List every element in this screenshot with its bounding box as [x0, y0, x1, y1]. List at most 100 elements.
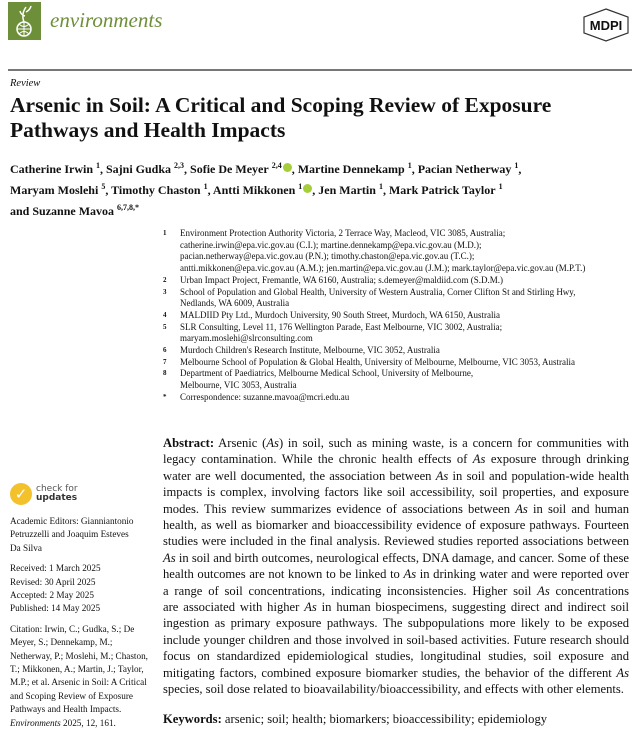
affiliation-text: Melbourne School of Population & Global … [180, 357, 575, 369]
affiliation-line: Melbourne School of Population & Global … [180, 356, 576, 367]
citation-line: and Scoping Review of Exposure [10, 690, 133, 701]
author-name: Pacian Netherway [417, 162, 512, 176]
date-line: Accepted: 2 May 2025 [10, 590, 94, 601]
author-list: Catherine Irwin 1, Sajni Gudka 2,3, Sofi… [10, 161, 522, 218]
affiliation-text: Urban Impact Project, Fremantle, WA 6160… [180, 275, 503, 287]
academic-editors: Academic Editors: Gianniantonio Petruzzel… [10, 515, 160, 555]
affiliation-item: 3 School of Population and Global Health,… [163, 287, 633, 310]
editor-line: Petruzzelli and Joaquim Esteves [10, 529, 129, 540]
header-divider [8, 69, 632, 71]
article-title: Arsenic in Soil: A Critical and Scoping … [10, 93, 630, 143]
plant-globe-icon [16, 5, 32, 37]
author-affiliation-ref: 5 [101, 182, 106, 191]
date-line: Revised: 30 April 2025 [10, 576, 96, 587]
affiliation-line: Murdoch Children's Research Institute, M… [180, 345, 440, 356]
affiliations: 1 Environment Protection Authority Victor… [163, 228, 633, 404]
publisher-logo: MDPI [583, 8, 629, 42]
author-name: Martine Dennekamp [297, 162, 405, 176]
author-affiliation-ref: 1 [378, 182, 383, 191]
keywords-label: Keywords: [163, 712, 222, 726]
abstract-line: Abstract: Arsenic (As) in soil, such as … [163, 436, 629, 450]
author-affiliation-ref: 6,7,8,* [117, 203, 140, 212]
affiliation-text: Correspondence: suzanne.mavoa@mcri.edu.a… [180, 392, 349, 404]
affiliation-line: Nedlands, WA 6009, Australia [180, 298, 290, 309]
title-line: Arsenic in Soil: A Critical and Scoping … [10, 93, 552, 117]
affiliation-text: MALDIID Pty Ltd., Murdoch University, 90… [180, 310, 500, 322]
author-name: Catherine Irwin [10, 162, 93, 176]
author-affiliation-ref: 1 [96, 161, 100, 170]
author-name: Antti Mikkonen [212, 183, 296, 197]
abstract-line: legacy contamination. While the chronic … [163, 452, 629, 467]
citation-line: T.; Mikkonen, A.; Martin, J.; Taylor, [10, 664, 144, 675]
citation-line: Netherway, P.; Moslehi, M.; Chaston, [10, 650, 148, 661]
affiliation-line: Department of Paediatrics, Melbourne Med… [180, 368, 474, 379]
keywords-text: arsenic; soil; health; biomarkers; bioac… [224, 712, 548, 726]
abstract-line: modes. This review summarizes evidence o… [163, 501, 629, 516]
affiliation-item: 5 SLR Consulting, Level 11, 176 Wellingto… [163, 322, 633, 345]
abstract: Abstract: Arsenic (As) in soil, such as … [163, 435, 629, 698]
affiliation-line: MALDIID Pty Ltd., Murdoch University, 90… [180, 309, 500, 320]
author-affiliation-ref: 2,4 [271, 161, 282, 170]
abstract-line: As in soil and birth outcomes, neurologi… [163, 550, 629, 565]
affiliation-line: antti.mikkonen@epa.vic.gov.au (A.M.); je… [180, 263, 586, 274]
affiliation-text: Department of Paediatrics, Melbourne Med… [180, 368, 473, 391]
citation-line: M.P.; et al. Arsenic in Soil: A Critical [10, 677, 147, 688]
abstract-label: Abstract: [163, 436, 215, 450]
author-name: Maryam Moslehi [10, 183, 99, 197]
author-name: Sajni Gudka [106, 162, 172, 176]
affiliation-item: 4 MALDIID Pty Ltd., Murdoch University, 9… [163, 310, 633, 322]
affiliation-item: 6 Murdoch Children's Research Institute, … [163, 345, 633, 357]
editor-line: Academic Editors: Gianniantonio [10, 516, 134, 526]
affiliation-line: SLR Consulting, Level 11, 176 Wellington… [180, 321, 503, 332]
affiliation-number: 1 [163, 229, 167, 237]
affiliation-line: maryam.moslehi@slrconsulting.com [180, 333, 313, 344]
citation-line: Citation: Irwin, C.; Gudka, S.; De [10, 623, 135, 634]
author-affiliation-ref: 1 [298, 182, 303, 191]
affiliation-number: * [163, 392, 167, 401]
affiliation-line: pacian.netherway@epa.vic.gov.au (P.N.); … [180, 251, 475, 262]
title-line: Pathways and Health Impacts [10, 118, 286, 142]
affiliation-text: SLR Consulting, Level 11, 176 Wellington… [180, 322, 502, 345]
affiliation-item: 7 Melbourne School of Population & Global… [163, 357, 633, 369]
abstract-line: species, soil dose related to bioavailab… [163, 682, 624, 697]
affiliation-line: catherine.irwin@epa.vic.gov.au (C.I.); m… [180, 239, 482, 250]
affiliation-number: 7 [163, 357, 167, 366]
abstract-line: focus on standardized epidemiological st… [163, 649, 629, 664]
affiliation-number: 3 [163, 287, 167, 296]
abstract-line: a range of soil concentrations, indicati… [163, 583, 629, 598]
abstract-line: studies were included in the final analy… [163, 534, 629, 549]
abstract-line: impacts is complex, involving factors li… [163, 485, 629, 500]
affiliation-line: School of Population and Global Health, … [180, 286, 576, 297]
check-for-updates-button[interactable]: ✓ check for updates [10, 483, 160, 505]
author-name: Jen Martin [318, 183, 376, 197]
author-affiliation-ref: 1 [407, 161, 412, 170]
check-label: check for [36, 484, 78, 494]
author-name: Sofie De Meyer [190, 162, 269, 176]
orcid-icon[interactable] [303, 184, 313, 193]
abstract-line: health outcomes are not known to be link… [163, 567, 629, 582]
affiliation-item: 2 Urban Impact Project, Fremantle, WA 616… [163, 275, 633, 287]
publication-dates: Received: 1 March 2025 Revised: 30 April … [10, 562, 160, 616]
affiliation-text: School of Population and Global Health, … [180, 287, 575, 310]
abstract-line: health, as well as biomarker and bioacce… [163, 518, 629, 533]
affiliation-line: Melbourne, VIC 3053, Australia [180, 380, 297, 391]
affiliation-number: 2 [163, 275, 167, 284]
citation-line: Meyer, S.; Dennekamp, M.; [10, 637, 113, 648]
citation: Citation: Irwin, C.; Gudka, S.; De Meyer,… [10, 623, 160, 730]
abstract-line: are associated with higher As in human b… [163, 600, 629, 615]
orcid-icon[interactable] [282, 163, 292, 172]
article-type: Review [10, 78, 41, 89]
affiliation-item: * Correspondence: suzanne.mavoa@mcri.edu.… [163, 392, 633, 404]
date-line: Published: 14 May 2025 [10, 603, 101, 614]
journal-logo [8, 2, 41, 40]
affiliation-text: Murdoch Children's Research Institute, M… [180, 345, 440, 357]
publisher-name: MDPI [590, 18, 623, 33]
author-name: Mark Patrick Taylor [388, 183, 496, 197]
updates-label: updates [36, 493, 78, 503]
author-affiliation-ref: 1 [498, 182, 503, 191]
article-sidebar: ✓ check for updates Academic Editors: Gia… [10, 483, 160, 730]
affiliation-number: 6 [163, 346, 167, 355]
affiliation-item: 1 Environment Protection Authority Victor… [163, 228, 633, 275]
affiliation-number: 5 [163, 322, 167, 331]
author-name: Suzanne Mavoa [32, 204, 115, 218]
